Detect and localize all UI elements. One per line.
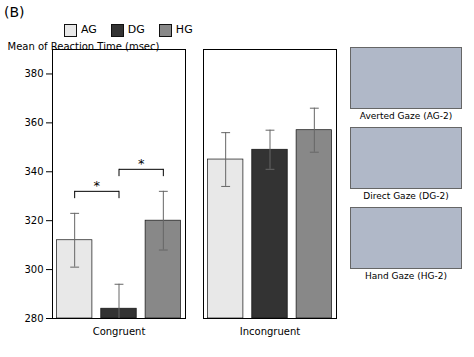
svg-text:360: 360 bbox=[24, 117, 43, 128]
html-text:DG: DG bbox=[127, 23, 145, 37]
svg-text:280: 280 bbox=[24, 313, 43, 324]
svg-text:340: 340 bbox=[24, 166, 43, 177]
svg-text:*: * bbox=[94, 178, 101, 193]
svg-text:300: 300 bbox=[24, 264, 43, 275]
svg-text:380: 380 bbox=[24, 68, 43, 79]
html-text:(B): (B) bbox=[4, 4, 25, 20]
svg-text:Incongruent: Incongruent bbox=[240, 326, 301, 337]
svg-text:320: 320 bbox=[24, 215, 43, 226]
html-text:AG: AG bbox=[81, 23, 97, 37]
html-text:HG: HG bbox=[175, 23, 193, 37]
html-text:Averted Gaze (AG-2): Averted Gaze (AG-2) bbox=[359, 111, 453, 121]
svg-text:*: * bbox=[138, 156, 145, 171]
svg-text:Mean of Reaction Time (msec): Mean of Reaction Time (msec) bbox=[7, 40, 160, 52]
html-text:Hand Gaze (HG-2): Hand Gaze (HG-2) bbox=[365, 271, 447, 281]
html-text:Direct Gaze (DG-2): Direct Gaze (DG-2) bbox=[363, 191, 449, 201]
svg-text:Congruent: Congruent bbox=[93, 326, 146, 337]
